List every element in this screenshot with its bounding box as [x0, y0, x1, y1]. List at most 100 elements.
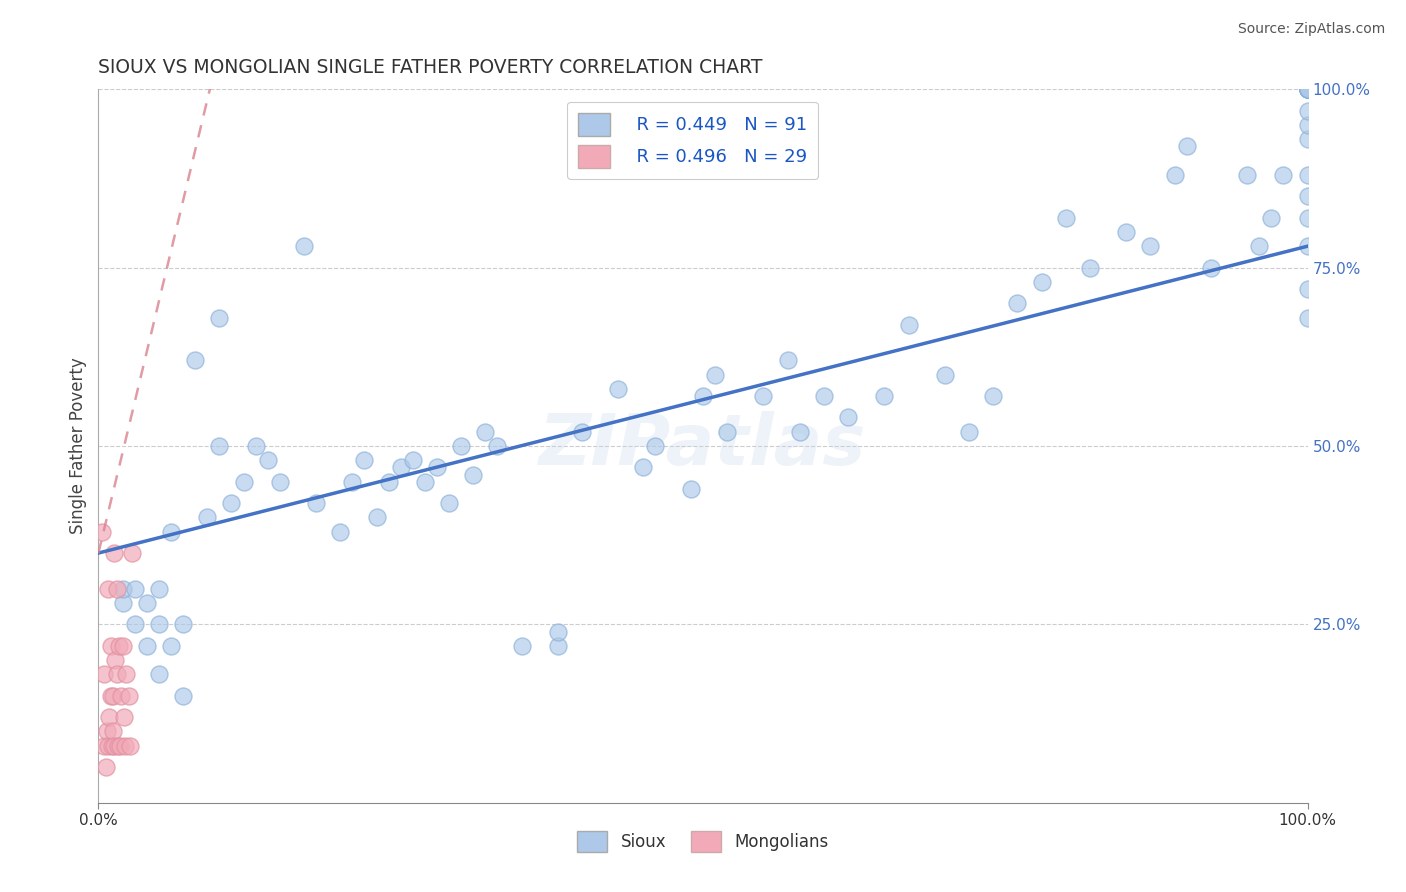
Point [679, 482, 702, 496]
Point [957, 425, 980, 439]
Point [1296, 211, 1319, 225]
Point [184, 353, 207, 368]
Point [897, 318, 920, 332]
Point [110, 689, 132, 703]
Point [607, 382, 630, 396]
Point [160, 639, 183, 653]
Point [1296, 82, 1319, 96]
Point [208, 310, 231, 325]
Point [934, 368, 956, 382]
Point [105, 667, 128, 681]
Point [124, 617, 146, 632]
Point [366, 510, 388, 524]
Point [94, 760, 117, 774]
Point [100, 739, 122, 753]
Point [1296, 82, 1319, 96]
Point [342, 475, 364, 489]
Point [269, 475, 291, 489]
Point [93, 739, 115, 753]
Point [981, 389, 1004, 403]
Point [103, 546, 125, 560]
Point [474, 425, 496, 439]
Point [402, 453, 425, 467]
Point [118, 689, 141, 703]
Point [837, 410, 859, 425]
Point [305, 496, 328, 510]
Point [426, 460, 449, 475]
Point [547, 624, 569, 639]
Point [232, 475, 254, 489]
Point [245, 439, 267, 453]
Point [1296, 132, 1319, 146]
Point [571, 425, 593, 439]
Point [100, 639, 122, 653]
Point [148, 617, 170, 632]
Point [716, 425, 738, 439]
Point [208, 439, 231, 453]
Point [1054, 211, 1077, 225]
Point [114, 739, 136, 753]
Legend: Sioux, Mongolians: Sioux, Mongolians [571, 824, 835, 859]
Point [1296, 82, 1319, 96]
Point [97, 582, 120, 596]
Point [413, 475, 436, 489]
Point [160, 524, 183, 539]
Point [118, 739, 141, 753]
Point [107, 739, 129, 753]
Point [104, 653, 127, 667]
Point [1296, 82, 1319, 96]
Point [103, 739, 125, 753]
Point [108, 639, 131, 653]
Point [124, 582, 146, 596]
Point [644, 439, 666, 453]
Point [105, 582, 128, 596]
Point [221, 496, 243, 510]
Point [256, 453, 278, 467]
Point [121, 546, 143, 560]
Point [1031, 275, 1053, 289]
Point [1115, 225, 1137, 239]
Point [1163, 168, 1185, 182]
Point [450, 439, 472, 453]
Point [377, 475, 399, 489]
Point [135, 596, 157, 610]
Point [510, 639, 533, 653]
Point [112, 710, 135, 724]
Point [135, 639, 157, 653]
Point [101, 689, 124, 703]
Point [101, 724, 124, 739]
Point [1296, 82, 1319, 96]
Point [813, 389, 835, 403]
Point [111, 596, 134, 610]
Point [776, 353, 799, 368]
Point [97, 739, 120, 753]
Point [292, 239, 315, 253]
Point [91, 524, 114, 539]
Point [1199, 260, 1222, 275]
Point [1296, 310, 1319, 325]
Point [547, 639, 569, 653]
Point [1296, 189, 1319, 203]
Point [873, 389, 896, 403]
Point [704, 368, 727, 382]
Point [195, 510, 218, 524]
Point [1296, 82, 1319, 96]
Point [692, 389, 714, 403]
Point [1296, 82, 1319, 96]
Point [486, 439, 509, 453]
Point [96, 724, 118, 739]
Point [148, 582, 170, 596]
Point [752, 389, 775, 403]
Point [1296, 82, 1319, 96]
Point [1007, 296, 1029, 310]
Point [389, 460, 412, 475]
Point [172, 617, 194, 632]
Point [789, 425, 811, 439]
Point [463, 467, 485, 482]
Point [1249, 239, 1271, 253]
Point [1236, 168, 1258, 182]
Point [1296, 282, 1319, 296]
Point [1296, 168, 1319, 182]
Text: Source: ZipAtlas.com: Source: ZipAtlas.com [1237, 22, 1385, 37]
Point [172, 689, 194, 703]
